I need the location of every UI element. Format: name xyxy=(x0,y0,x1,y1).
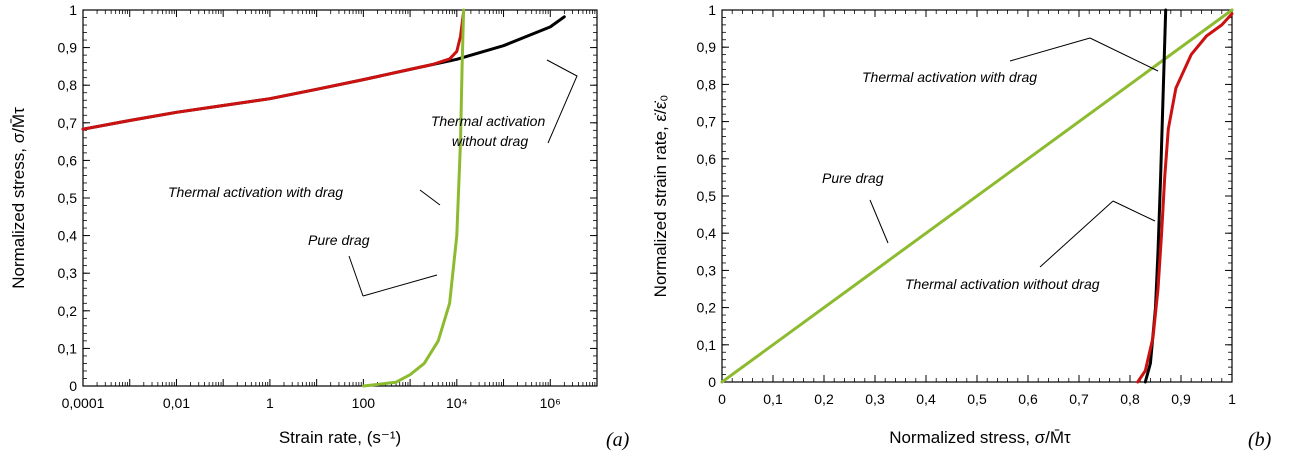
y-tick-label: 0,8 xyxy=(58,77,78,93)
x-tick-label: 10⁶ xyxy=(540,395,561,411)
x-tick-label: 0,8 xyxy=(1120,391,1140,407)
leader-line xyxy=(1039,200,1114,268)
x-tick-label: 0,0001 xyxy=(62,395,105,411)
leader-line xyxy=(348,255,364,297)
y-tick-label: 0,8 xyxy=(697,76,717,92)
y-tick-label: 0,2 xyxy=(58,303,78,319)
panel-b-leader-lines xyxy=(869,37,1159,268)
panel-a-annotation-without-drag: Thermal activation without drag xyxy=(431,113,549,149)
y-tick-label: 0,7 xyxy=(58,115,78,131)
x-tick-label: 0,7 xyxy=(1069,391,1089,407)
panel-a-x-axis-title: Strain rate, (s⁻¹) xyxy=(279,428,401,447)
y-tick-label: 0,6 xyxy=(697,151,717,167)
panel-b-annotation-with-drag: Thermal activation with drag xyxy=(862,69,1037,85)
x-tick-label: 10⁴ xyxy=(446,395,468,411)
panel-b-x-axis-title: Normalized stress, σ/M̄τ xyxy=(889,428,1071,447)
x-tick-label: 100 xyxy=(352,395,376,411)
x-tick-label: 0,01 xyxy=(163,395,190,411)
y-tick-label: 0,4 xyxy=(697,225,717,241)
panel-b-annotation-pure-drag: Pure drag xyxy=(822,170,884,186)
panel-a-series xyxy=(81,8,566,388)
panel-a-annotation-pure-drag: Pure drag xyxy=(308,232,370,248)
y-tick-label: 0,2 xyxy=(697,300,717,316)
y-tick-label: 1 xyxy=(69,2,77,18)
x-tick-label: 0,2 xyxy=(814,391,834,407)
y-tick-label: 0,5 xyxy=(697,188,717,204)
series-line-2 xyxy=(1136,12,1234,384)
y-tick-label: 0,9 xyxy=(58,40,78,56)
panel-b: 0 0,1 0,2 0,3 0,4 0,5 0,6 0,7 0,8 0,9 1 0 0,1 0,2 0,3 0… xyxy=(651,2,1272,451)
y-tick-label: 0,7 xyxy=(697,114,717,130)
y-tick-label: 1 xyxy=(708,2,716,18)
y-tick-label: 0 xyxy=(69,378,77,394)
y-tick-label: 0,3 xyxy=(58,265,78,281)
x-tick-label: 0,5 xyxy=(967,391,987,407)
leader-line xyxy=(869,199,889,244)
series-line-1 xyxy=(81,10,466,131)
panel-b-series xyxy=(720,8,1234,384)
leader-line xyxy=(419,189,441,206)
panel-b-tick-labels: 0 0,1 0,2 0,3 0,4 0,5 0,6 0,7 0,8 0,9 1 0 0,1 0,2 0,3 0… xyxy=(697,2,1237,407)
leader-line xyxy=(1089,37,1159,72)
x-tick-label: 0 xyxy=(718,391,726,407)
y-tick-label: 0 xyxy=(708,374,716,390)
panel-a-ticks xyxy=(82,9,597,387)
x-tick-label: 0,6 xyxy=(1018,391,1038,407)
series-line-0 xyxy=(720,8,1234,384)
y-tick-label: 0,4 xyxy=(58,228,78,244)
x-tick-label: 0,1 xyxy=(763,391,783,407)
panel-a-annotation-with-drag: Thermal activation with drag xyxy=(168,184,343,200)
y-tick-label: 0,1 xyxy=(697,337,717,353)
panel-a-tick-labels: 0 0,1 0,2 0,3 0,4 0,5 0,6 0,7 0,8 0,9 1 0,0001 0,01 1… xyxy=(58,2,561,411)
series-line-2 xyxy=(361,8,466,388)
y-tick-label: 0,1 xyxy=(58,340,78,356)
leader-line xyxy=(1112,200,1156,222)
x-tick-label: 0,4 xyxy=(916,391,936,407)
leader-line xyxy=(362,274,438,297)
y-tick-label: 0,5 xyxy=(58,190,78,206)
panel-b-annotation-without-drag: Thermal activation without drag xyxy=(905,276,1100,292)
x-tick-label: 1 xyxy=(1228,391,1236,407)
panel-b-label: (b) xyxy=(1248,429,1272,451)
y-tick-label: 0,3 xyxy=(697,262,717,278)
y-tick-label: 0,9 xyxy=(697,39,717,55)
x-tick-label: 0,3 xyxy=(865,391,885,407)
x-tick-label: 0,9 xyxy=(1171,391,1191,407)
leader-line xyxy=(546,59,578,144)
panel-b-y-axis-title: Normalized strain rate, ε̇/ε̇₀ xyxy=(651,95,670,298)
leader-line xyxy=(1009,37,1091,62)
y-tick-label: 0,6 xyxy=(58,152,78,168)
panel-a-label: (a) xyxy=(606,429,630,451)
panel-a-leader-lines xyxy=(348,59,578,297)
panel-b-ticks xyxy=(721,9,1233,383)
panel-a: 0 0,1 0,2 0,3 0,4 0,5 0,6 0,7 0,8 0,9 1 0,0001 0,01 1… xyxy=(9,2,630,451)
panel-a-y-axis-title: Normalized stress, σ/M̄τ xyxy=(9,107,28,289)
x-tick-label: 1 xyxy=(266,395,274,411)
series-line-1 xyxy=(1143,8,1168,384)
